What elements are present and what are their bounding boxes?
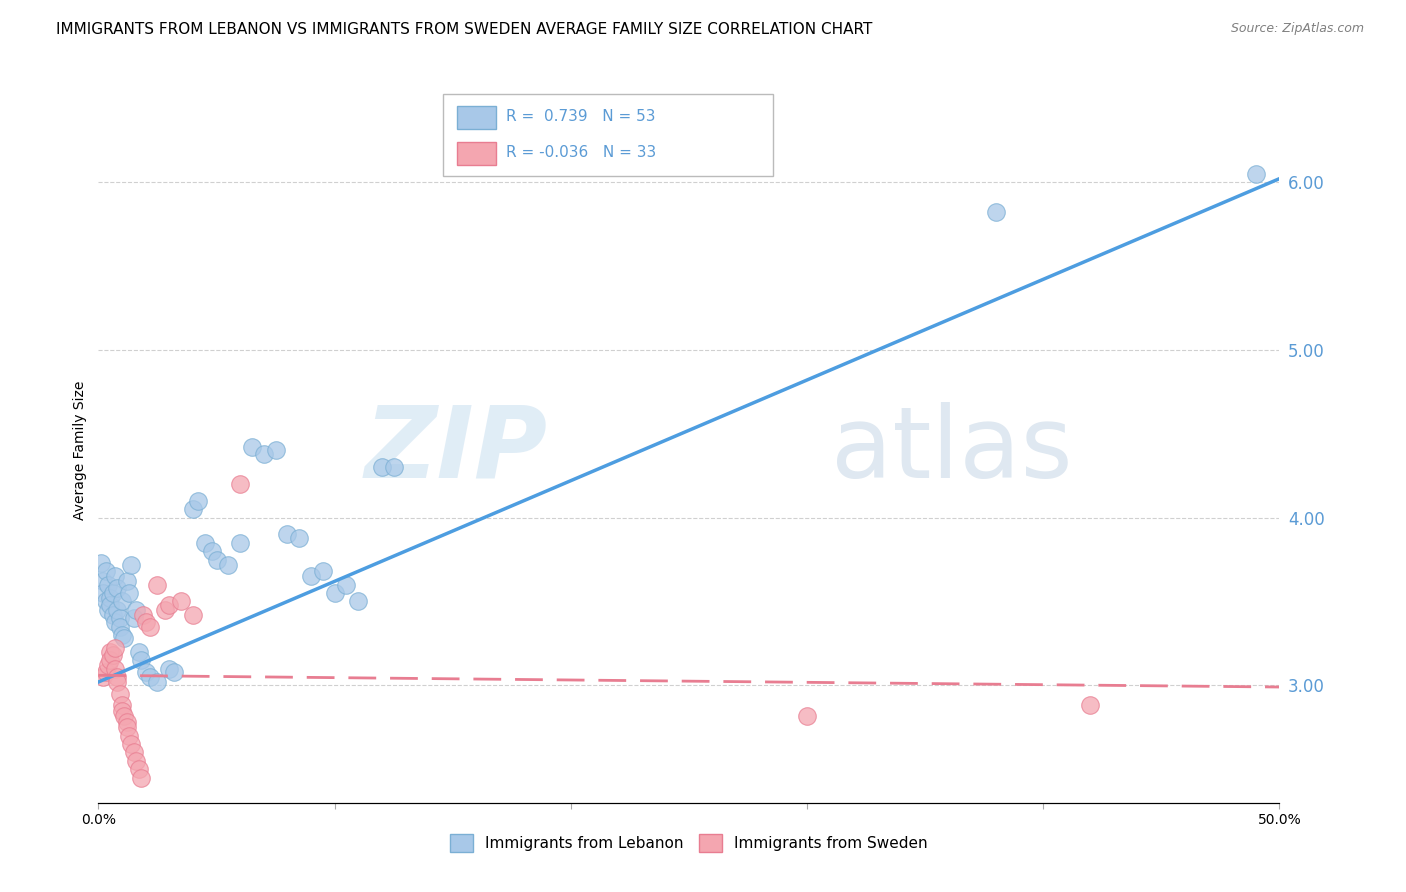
Point — [104, 569, 127, 583]
Point — [105, 581, 128, 595]
Point — [121, 558, 143, 572]
Text: ZIP: ZIP — [364, 402, 547, 499]
Point — [129, 771, 152, 785]
Point — [163, 665, 186, 679]
Point — [98, 645, 121, 659]
Point — [170, 594, 193, 608]
Point — [118, 586, 141, 600]
Point — [111, 628, 134, 642]
Point — [101, 586, 124, 600]
Point — [312, 564, 335, 578]
Point — [371, 460, 394, 475]
Point — [229, 477, 252, 491]
Point — [98, 591, 121, 606]
Point — [288, 531, 311, 545]
Point — [101, 607, 124, 622]
Point — [129, 653, 152, 667]
Point — [94, 594, 117, 608]
Point — [125, 754, 148, 768]
Point — [253, 447, 276, 461]
Point — [98, 653, 121, 667]
Point — [91, 574, 114, 589]
Point — [347, 594, 370, 608]
Point — [217, 558, 239, 572]
Point — [111, 594, 134, 608]
Point — [108, 611, 131, 625]
Text: Source: ZipAtlas.com: Source: ZipAtlas.com — [1230, 22, 1364, 36]
Point — [146, 675, 169, 690]
Point — [276, 527, 298, 541]
Point — [108, 687, 131, 701]
Point — [105, 675, 128, 690]
Point — [91, 586, 114, 600]
Point — [146, 577, 169, 591]
Point — [115, 574, 138, 589]
Point — [1244, 167, 1267, 181]
Point — [97, 658, 120, 673]
Point — [108, 619, 131, 633]
Point — [382, 460, 405, 475]
Point — [111, 704, 134, 718]
Point — [122, 611, 145, 625]
Point — [135, 665, 157, 679]
Point — [125, 603, 148, 617]
Point — [98, 598, 121, 612]
Point — [121, 737, 143, 751]
Point — [153, 603, 176, 617]
Point — [157, 598, 180, 612]
Point — [205, 552, 228, 566]
Point — [94, 665, 117, 679]
Point — [194, 535, 217, 549]
Text: R = -0.036   N = 33: R = -0.036 N = 33 — [506, 145, 657, 160]
Point — [97, 577, 120, 591]
Point — [139, 619, 162, 633]
Point — [132, 607, 155, 622]
Point — [112, 632, 135, 646]
Point — [323, 586, 346, 600]
Point — [796, 708, 818, 723]
Point — [135, 615, 157, 629]
Point — [201, 544, 224, 558]
Point — [187, 493, 209, 508]
Legend: Immigrants from Lebanon, Immigrants from Sweden: Immigrants from Lebanon, Immigrants from… — [444, 828, 934, 859]
Point — [240, 440, 263, 454]
Point — [91, 670, 114, 684]
Point — [139, 670, 162, 684]
Point — [105, 603, 128, 617]
Text: IMMIGRANTS FROM LEBANON VS IMMIGRANTS FROM SWEDEN AVERAGE FAMILY SIZE CORRELATIO: IMMIGRANTS FROM LEBANON VS IMMIGRANTS FR… — [56, 22, 873, 37]
Point — [105, 670, 128, 684]
Point — [299, 569, 322, 583]
Point — [1080, 698, 1102, 713]
Point — [229, 535, 252, 549]
Point — [115, 715, 138, 730]
Point — [104, 641, 127, 656]
Point — [181, 607, 204, 622]
Point — [104, 615, 127, 629]
Point — [104, 662, 127, 676]
Point — [111, 698, 134, 713]
Point — [128, 645, 150, 659]
Point — [118, 729, 141, 743]
Text: R =  0.739   N = 53: R = 0.739 N = 53 — [506, 110, 655, 124]
Point — [101, 648, 124, 662]
Point — [90, 556, 112, 570]
Y-axis label: Average Family Size: Average Family Size — [73, 381, 87, 520]
Point — [335, 577, 357, 591]
Point — [264, 443, 287, 458]
Point — [94, 564, 117, 578]
Point — [115, 720, 138, 734]
Point — [157, 662, 180, 676]
Point — [122, 746, 145, 760]
Text: atlas: atlas — [831, 402, 1073, 499]
Point — [984, 205, 1007, 219]
Point — [128, 762, 150, 776]
Point — [97, 603, 120, 617]
Point — [181, 502, 204, 516]
Point — [112, 708, 135, 723]
